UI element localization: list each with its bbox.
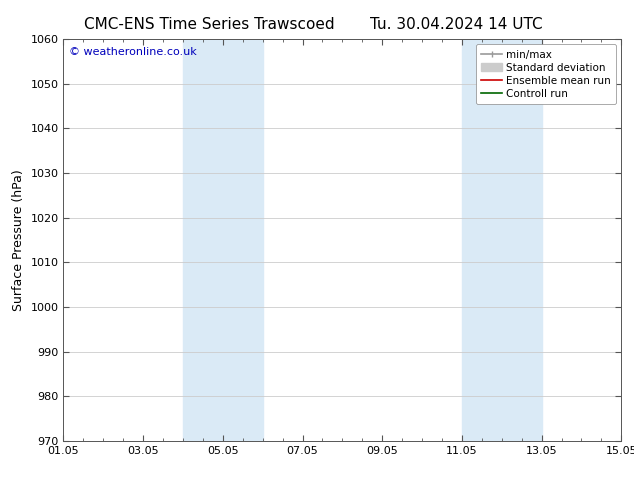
Bar <box>183 39 262 441</box>
Text: Tu. 30.04.2024 14 UTC: Tu. 30.04.2024 14 UTC <box>370 17 543 32</box>
Y-axis label: Surface Pressure (hPa): Surface Pressure (hPa) <box>12 169 25 311</box>
Legend: min/max, Standard deviation, Ensemble mean run, Controll run: min/max, Standard deviation, Ensemble me… <box>476 45 616 104</box>
Text: © weatheronline.co.uk: © weatheronline.co.uk <box>69 47 197 57</box>
Text: CMC-ENS Time Series Trawscoed: CMC-ENS Time Series Trawscoed <box>84 17 335 32</box>
Bar <box>462 39 541 441</box>
